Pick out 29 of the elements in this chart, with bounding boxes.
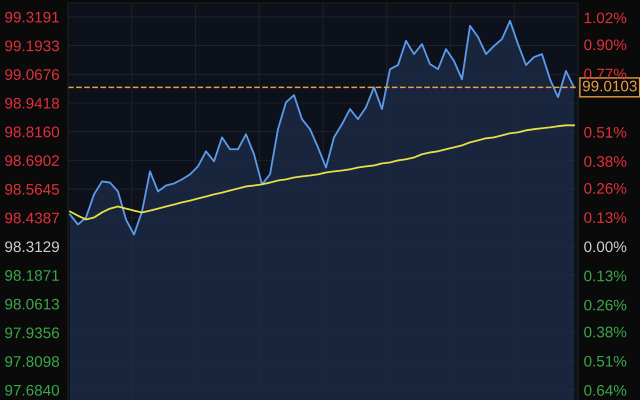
y2-tick-label: 0.51% (584, 126, 626, 138)
y-tick-label: 99.3191 (5, 12, 59, 23)
y-tick-label: 99.1933 (5, 40, 59, 52)
y2-tick-label: 0.13% (584, 270, 626, 282)
y2-tick-label: 0.26% (584, 183, 626, 194)
y-tick-label: 98.5645 (5, 184, 60, 195)
y-tick-label: 97.9356 (5, 327, 59, 338)
y-tick-label: 97.6840 (5, 384, 60, 396)
y-tick-label: 98.9418 (5, 98, 60, 109)
y2-tick-label: 1.02% (584, 12, 626, 24)
y2-tick-label: 0.77% (584, 68, 626, 80)
y-tick-label: 98.3129 (5, 241, 59, 252)
y2-tick-label: 0.26% (584, 300, 626, 311)
y-tick-label: 98.4387 (5, 212, 59, 224)
y2-tick-label: 0.13% (584, 212, 626, 224)
y-tick-label: 98.0613 (5, 298, 59, 310)
y2-tick-label: 0.00% (584, 241, 626, 252)
y-tick-label: 99.0676 (5, 69, 59, 80)
y2-tick-label: 0.38% (584, 326, 626, 338)
y-tick-label: 98.1871 (5, 270, 59, 281)
y2-tick-label: 0.64% (584, 384, 626, 396)
ref-line-label: 99.0103 (582, 80, 637, 92)
y-tick-label: 98.6902 (5, 155, 59, 166)
y2-tick-label: 0.51% (584, 356, 626, 367)
y2-tick-label: 0.38% (584, 156, 626, 167)
y-tick-label: 98.8160 (5, 126, 60, 138)
y2-tick-label: 0.90% (584, 39, 626, 50)
line-series (69, 124, 575, 220)
y-tick-label: 97.8098 (5, 356, 60, 367)
